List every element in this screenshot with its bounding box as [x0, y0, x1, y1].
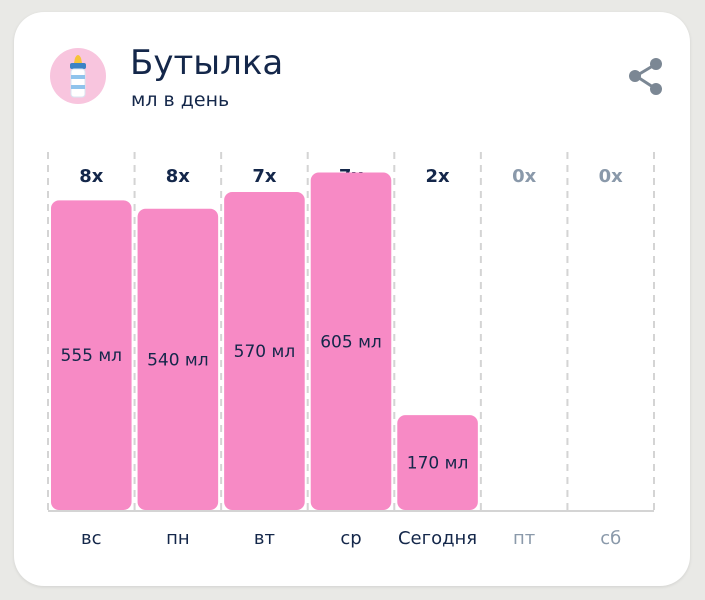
x-tick-label: пн [166, 528, 190, 549]
x-tick-label: ср [340, 528, 361, 549]
bottle-avatar [50, 48, 106, 104]
bar [397, 415, 478, 510]
x-tick-label: сб [600, 528, 621, 549]
bar [137, 208, 219, 510]
count-label: 0x [599, 166, 624, 187]
bar [51, 200, 132, 510]
card-title: Бутылка [130, 43, 284, 83]
bar-value-label: 605 мл [320, 332, 382, 352]
count-label: 2x [426, 166, 451, 187]
count-label: 8x [79, 166, 104, 187]
count-label: 7x [252, 166, 277, 187]
bar [310, 172, 392, 510]
baby-bottle-icon [70, 55, 86, 98]
bar [224, 192, 305, 510]
x-tick-label: вс [81, 528, 102, 549]
x-tick-label: вт [254, 528, 275, 549]
count-label: 8x [166, 166, 191, 187]
bar-value-label: 540 мл [147, 350, 209, 370]
share-icon [629, 58, 662, 95]
share-button[interactable] [626, 56, 668, 98]
count-label: 0x [512, 166, 537, 187]
bar-value-label: 570 мл [234, 342, 296, 362]
x-tick-label: Сегодня [398, 528, 477, 549]
bar-value-label: 555 мл [61, 346, 123, 366]
bar-value-label: 170 мл [407, 454, 469, 474]
x-tick-label: пт [513, 528, 535, 549]
card-subtitle: мл в день [131, 89, 230, 111]
